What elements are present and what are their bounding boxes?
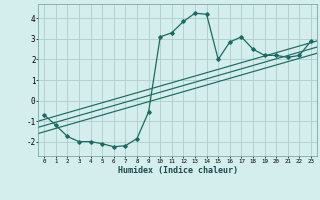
X-axis label: Humidex (Indice chaleur): Humidex (Indice chaleur)	[118, 166, 238, 175]
